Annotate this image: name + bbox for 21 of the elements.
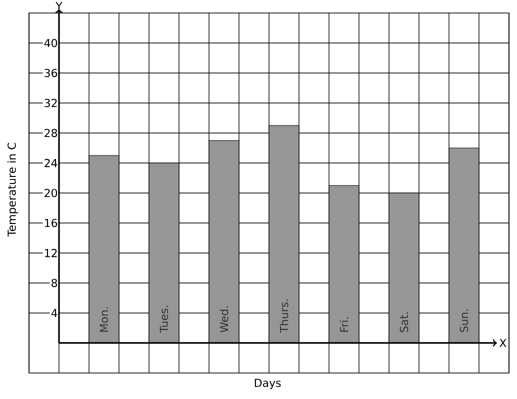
x-tick-label: Wed. (220, 306, 228, 332)
annotation: X (500, 338, 506, 347)
x-tick-label: Mon. (100, 307, 108, 332)
y-tick-label: 36 (44, 68, 58, 78)
y-tick-label: 12 (45, 248, 57, 258)
y-tick-label: 8 (52, 278, 58, 288)
x-tick-label: Thurs. (280, 300, 288, 333)
x-tick-label: Fri. (340, 317, 348, 332)
y-tick-label: 32 (44, 98, 57, 108)
x-tick-label: Sun. (460, 310, 468, 332)
y-tick-label: 24 (44, 158, 58, 168)
y-tick-label: 16 (45, 218, 58, 228)
y-tick-label: 40 (44, 38, 58, 48)
x-tick-label: Sat. (400, 312, 408, 332)
y-tick-label: 4 (51, 308, 58, 317)
y-tick-label: 20 (44, 188, 58, 198)
x-axis-title: Days (254, 378, 281, 390)
x-tick-label: Tues. (160, 306, 168, 333)
text: Y (56, 2, 62, 10)
y-tick-label: 28 (44, 128, 58, 138)
y-axis-title: Temperature in C (7, 142, 18, 237)
